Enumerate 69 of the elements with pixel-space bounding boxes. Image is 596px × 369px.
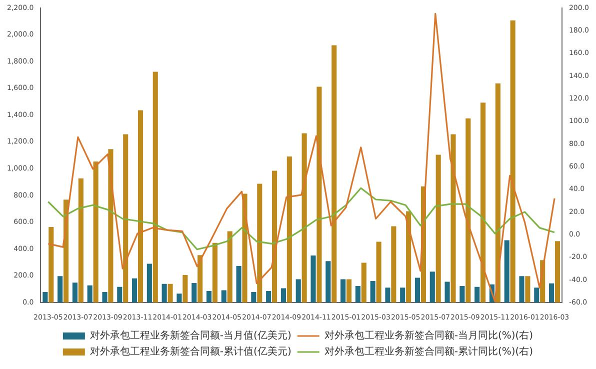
bar (414, 278, 420, 303)
legend-label: 对外承包工程业务新签合同额-累计值(亿美元) (90, 346, 292, 358)
bar (108, 149, 114, 303)
bar (198, 255, 203, 303)
bar (346, 279, 352, 303)
bar (132, 278, 138, 303)
bar (296, 279, 301, 303)
bar (510, 20, 516, 303)
bar (221, 290, 226, 303)
bar (87, 285, 92, 303)
bar (182, 275, 188, 303)
legend-label: 对外承包工程业务新签合同额-累计同比(%)(右) (324, 346, 534, 358)
bar (123, 134, 128, 303)
bar (385, 288, 390, 303)
bar (266, 290, 272, 303)
bar (251, 292, 256, 303)
bar (355, 286, 360, 303)
bar (332, 45, 337, 303)
bar (42, 292, 48, 303)
bar (361, 262, 366, 303)
bar (162, 284, 167, 303)
bar (280, 288, 286, 303)
bar (48, 226, 54, 303)
bar (152, 72, 158, 303)
bar (549, 283, 554, 303)
bar (236, 266, 242, 303)
bar (138, 110, 144, 303)
bar (192, 283, 197, 303)
bar (272, 170, 278, 303)
bar (436, 154, 441, 303)
bar (504, 240, 510, 303)
bar (554, 241, 560, 303)
bar (370, 281, 376, 303)
bar (474, 286, 480, 303)
bar (72, 282, 78, 303)
bar (430, 272, 435, 303)
bar (302, 133, 307, 303)
bar (450, 134, 456, 303)
legend-label: 对外承包工程业务新签合同额-当月同比(%)(右) (324, 330, 534, 342)
bar (525, 276, 530, 303)
bar (206, 290, 212, 303)
bar (117, 286, 122, 303)
bar (376, 242, 382, 303)
bar (340, 279, 346, 303)
bar (257, 184, 262, 303)
legend-label: 对外承包工程业务新签合同额-当月值(亿美元) (90, 330, 292, 342)
bar (286, 156, 292, 303)
bar (466, 118, 471, 303)
bar (406, 211, 412, 303)
bar (519, 276, 524, 303)
bar (93, 161, 98, 303)
bar (391, 226, 396, 303)
bar (495, 83, 500, 303)
bar (460, 286, 465, 303)
bar (400, 288, 406, 303)
bar (146, 264, 152, 303)
bar (316, 86, 322, 303)
bar (212, 242, 218, 303)
bar (310, 255, 316, 303)
bar (168, 284, 173, 303)
bar (58, 276, 63, 303)
bar (227, 231, 232, 303)
bar (176, 294, 182, 303)
bar (326, 261, 331, 303)
bar (534, 288, 540, 303)
bar (480, 102, 486, 303)
bar (78, 178, 84, 303)
bar (102, 292, 108, 303)
bar (444, 282, 450, 303)
